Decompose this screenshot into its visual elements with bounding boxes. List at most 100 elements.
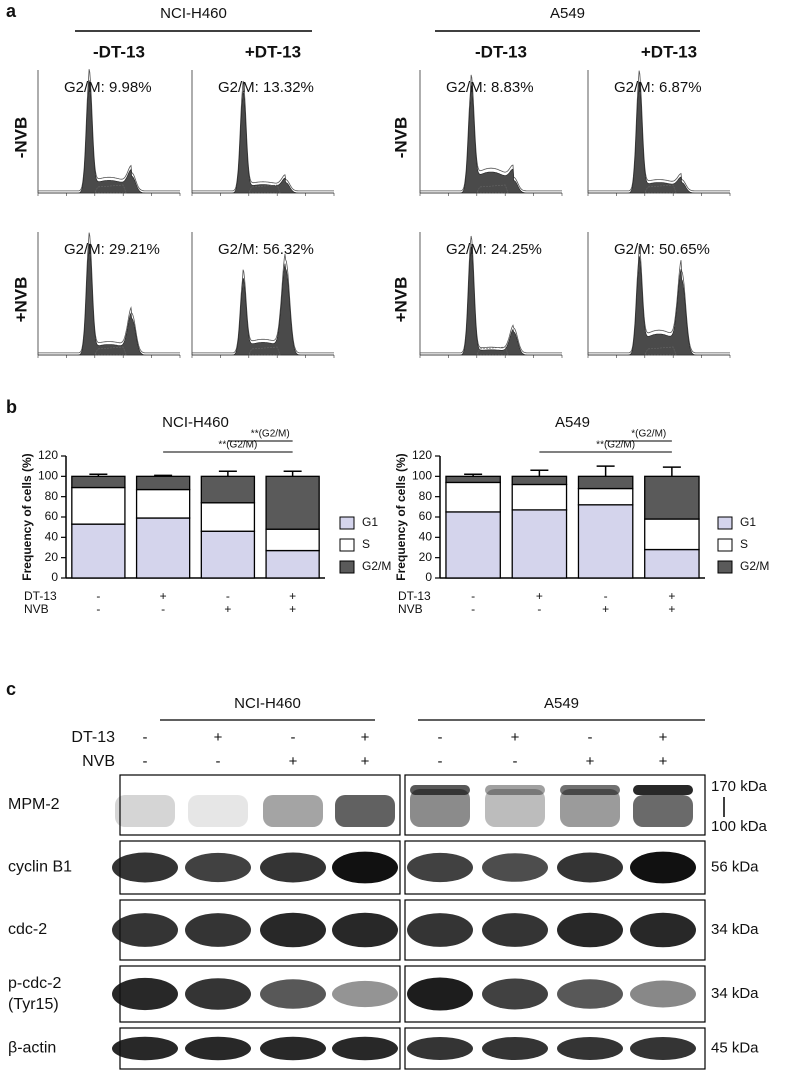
band-smear xyxy=(560,789,620,827)
lane-sign: + xyxy=(659,753,668,770)
bar-segment xyxy=(71,475,126,489)
bar-segment xyxy=(577,475,634,490)
y-tick-label: 40 xyxy=(45,530,59,544)
legend-label: S xyxy=(362,537,370,551)
condition-label: NVB xyxy=(24,602,49,616)
y-tick-label: 60 xyxy=(45,509,59,523)
condition-sign: + xyxy=(668,602,675,616)
band-smear xyxy=(335,795,395,827)
group-label: A549 xyxy=(544,695,579,712)
g2m-label: G2/M: 29.21% xyxy=(64,241,160,258)
error-bar xyxy=(662,466,681,477)
blot-label: p-cdc-2 xyxy=(8,975,61,992)
band xyxy=(185,852,251,883)
lane-sign: - xyxy=(513,753,518,770)
condition-label: NVB xyxy=(398,602,423,616)
g2m-label: G2/M: 13.32% xyxy=(218,79,314,96)
panel-label: a xyxy=(6,1,17,21)
legend-label: G2/M xyxy=(362,559,391,573)
g2m-label: G2/M: 56.32% xyxy=(218,241,314,258)
band xyxy=(560,785,620,795)
band xyxy=(410,785,470,795)
bar-segment xyxy=(135,517,191,579)
condition-sign: + xyxy=(289,589,296,603)
histogram-s-phase xyxy=(644,346,677,356)
error-bar xyxy=(530,469,549,477)
condition-sign: + xyxy=(224,602,231,616)
error-bar xyxy=(89,473,108,477)
g2m-label: G2/M: 24.25% xyxy=(446,241,542,258)
significance-label: **(G2/M) xyxy=(218,440,257,451)
band xyxy=(407,913,473,947)
histogram xyxy=(420,85,562,194)
bar-segment xyxy=(71,486,126,525)
legend-swatch xyxy=(339,516,355,530)
histogram xyxy=(420,246,562,356)
band xyxy=(260,979,326,1009)
band xyxy=(630,1036,696,1061)
blot-label: MPM-2 xyxy=(8,796,60,813)
histogram xyxy=(192,263,334,356)
band-smear xyxy=(263,795,323,827)
lane-sign: + xyxy=(361,753,370,770)
band xyxy=(557,912,623,948)
lane-sign: - xyxy=(143,753,148,770)
row-label: +NVB xyxy=(391,277,410,323)
histogram xyxy=(38,80,180,194)
condition-sign: - xyxy=(471,602,475,616)
histogram-s-phase xyxy=(94,346,127,356)
histogram-outline xyxy=(419,235,562,355)
histogram-outline xyxy=(191,253,334,355)
histogram-s-phase xyxy=(248,184,281,194)
blot-sublabel: (Tyr15) xyxy=(8,996,59,1013)
row-label: -NVB xyxy=(11,117,30,159)
lane-sign: + xyxy=(289,753,298,770)
condition-sign: - xyxy=(226,589,230,603)
lane-sign: - xyxy=(291,729,296,746)
band xyxy=(332,980,398,1008)
condition-sign: - xyxy=(96,602,100,616)
band xyxy=(630,980,696,1008)
size-label: 170 kDa xyxy=(711,778,768,795)
band xyxy=(407,977,473,1011)
histogram-s-phase xyxy=(644,184,677,194)
condition-sign: + xyxy=(602,602,609,616)
condition-sign: - xyxy=(161,602,165,616)
condition-sign: - xyxy=(604,589,608,603)
size-label: 56 kDa xyxy=(711,858,759,875)
bar-segment xyxy=(200,475,256,504)
significance-label: *(G2/M) xyxy=(631,429,666,440)
legend-swatch xyxy=(717,538,733,552)
g2m-label: G2/M: 9.98% xyxy=(64,79,152,96)
error-bar xyxy=(154,474,173,477)
bar-segment xyxy=(445,511,501,579)
g2m-label: G2/M: 8.83% xyxy=(446,79,534,96)
condition-sign: + xyxy=(536,589,543,603)
histogram-s-phase xyxy=(476,184,509,194)
band xyxy=(260,1036,326,1061)
condition-sign: + xyxy=(289,602,296,616)
y-tick-label: 100 xyxy=(412,469,432,483)
band xyxy=(557,1036,623,1061)
bar-segment xyxy=(445,475,501,484)
condition-label: DT-13 xyxy=(24,589,57,603)
significance-label: **(G2/M) xyxy=(596,440,635,451)
error-bar xyxy=(218,470,237,477)
histogram-outline xyxy=(587,70,730,193)
bar-segment xyxy=(265,528,320,552)
panel-label: b xyxy=(6,397,17,417)
legend-swatch xyxy=(339,560,355,574)
y-tick-label: 80 xyxy=(45,489,59,503)
band xyxy=(482,853,548,882)
g2m-label: G2/M: 6.87% xyxy=(614,79,702,96)
band xyxy=(112,1036,178,1061)
histogram-outline xyxy=(419,74,562,193)
band xyxy=(185,978,251,1010)
bar-segment xyxy=(135,488,191,519)
y-tick-label: 120 xyxy=(412,448,432,462)
band xyxy=(185,1036,251,1061)
band xyxy=(260,852,326,883)
bar-segment xyxy=(577,504,634,579)
y-axis-label: Frequency of cells (%) xyxy=(394,453,408,580)
